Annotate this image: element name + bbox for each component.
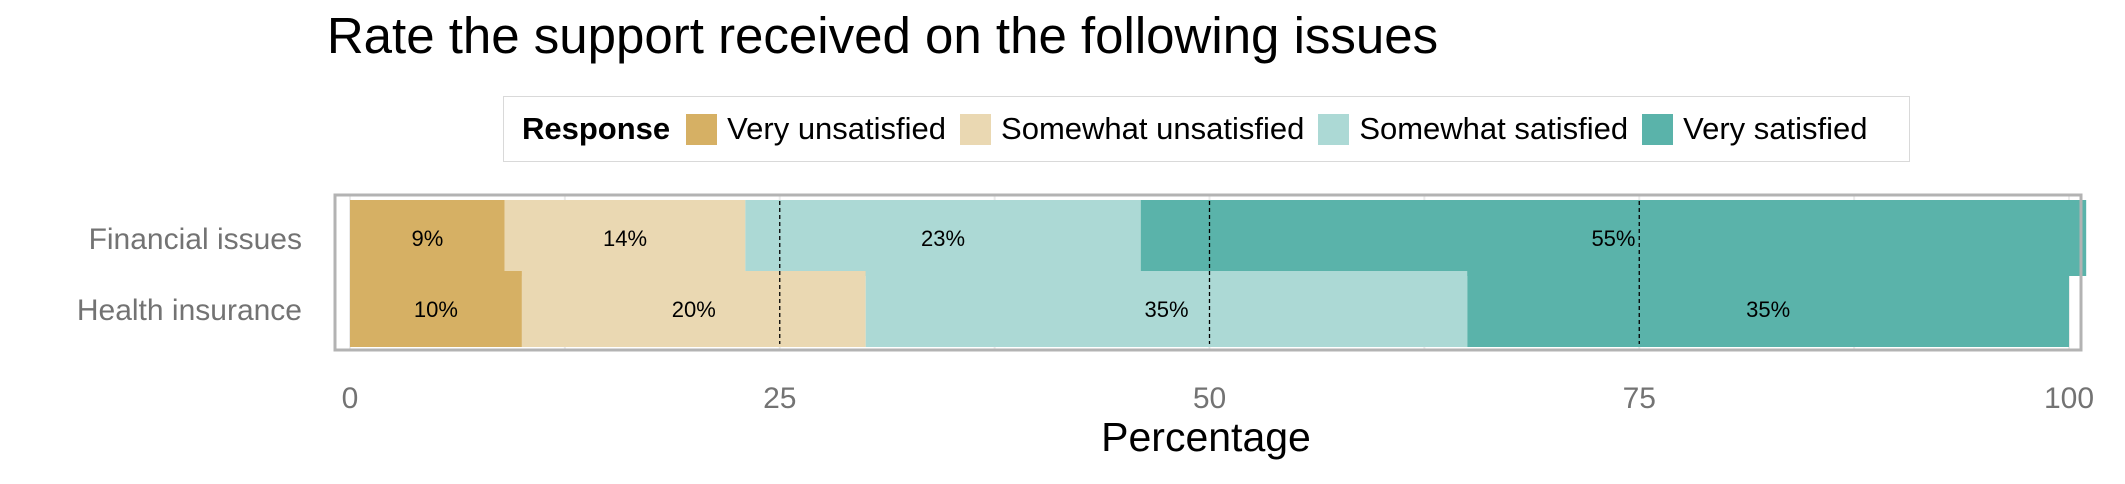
bar-segment: [745, 200, 1141, 276]
legend-swatch: [960, 113, 992, 145]
bars: [350, 200, 2087, 347]
legend-swatch: [1642, 113, 1674, 145]
legend-item-somewhat-unsatisfied: Somewhat unsatisfied: [960, 111, 1304, 147]
bar-segment: [504, 200, 746, 276]
x-tick-label: 0: [342, 382, 359, 415]
data-label: 55%: [1591, 226, 1635, 251]
bar-segment: [1467, 271, 2069, 347]
x-axis-ticks: 0 25 50 75 100: [342, 382, 2094, 415]
panel-border: [333, 193, 2083, 352]
data-labels: 9% 14% 23% 55% 10% 20% 35% 35%: [411, 226, 1790, 322]
legend-label: Somewhat satisfied: [1359, 111, 1629, 146]
reference-lines: [779, 201, 1640, 344]
chart-title: Rate the support received on the followi…: [326, 7, 1439, 64]
bar-segment: [350, 271, 522, 347]
legend-label: Very satisfied: [1683, 111, 1868, 146]
data-label: 35%: [1746, 297, 1790, 322]
x-tick-label: 50: [1193, 382, 1226, 415]
bar-segment: [1140, 200, 2087, 276]
bar-segment: [521, 271, 866, 347]
data-label: 9%: [411, 226, 443, 251]
legend-item-very-satisfied: Very satisfied: [1642, 111, 1868, 147]
bar-segment: [350, 200, 505, 276]
legend-label: Very unsatisfied: [727, 111, 947, 146]
y-axis-labels: Financial issues Health insurance: [77, 223, 302, 327]
legend-item-very-unsatisfied: Very unsatisfied: [686, 111, 946, 147]
data-label: 23%: [921, 226, 965, 251]
x-tick-label: 100: [2044, 382, 2094, 415]
x-tick-label: 75: [1623, 382, 1656, 415]
data-label: 10%: [414, 297, 458, 322]
legend: Response Very unsatisfied Somewhat unsat…: [503, 96, 1910, 162]
y-tick-label: Financial issues: [89, 223, 302, 256]
y-tick-label: Health insurance: [77, 294, 302, 327]
legend-swatch: [1318, 113, 1350, 145]
x-axis-label: Percentage: [1101, 414, 1311, 460]
data-label: 14%: [603, 226, 647, 251]
legend-item-somewhat-satisfied: Somewhat satisfied: [1318, 111, 1628, 147]
data-label: 35%: [1145, 297, 1189, 322]
legend-swatch: [686, 113, 718, 145]
data-label: 20%: [672, 297, 716, 322]
bar-segment: [865, 271, 1468, 347]
x-tick-label: 25: [763, 382, 796, 415]
legend-title: Response: [522, 111, 671, 146]
legend-label: Somewhat unsatisfied: [1001, 111, 1305, 146]
